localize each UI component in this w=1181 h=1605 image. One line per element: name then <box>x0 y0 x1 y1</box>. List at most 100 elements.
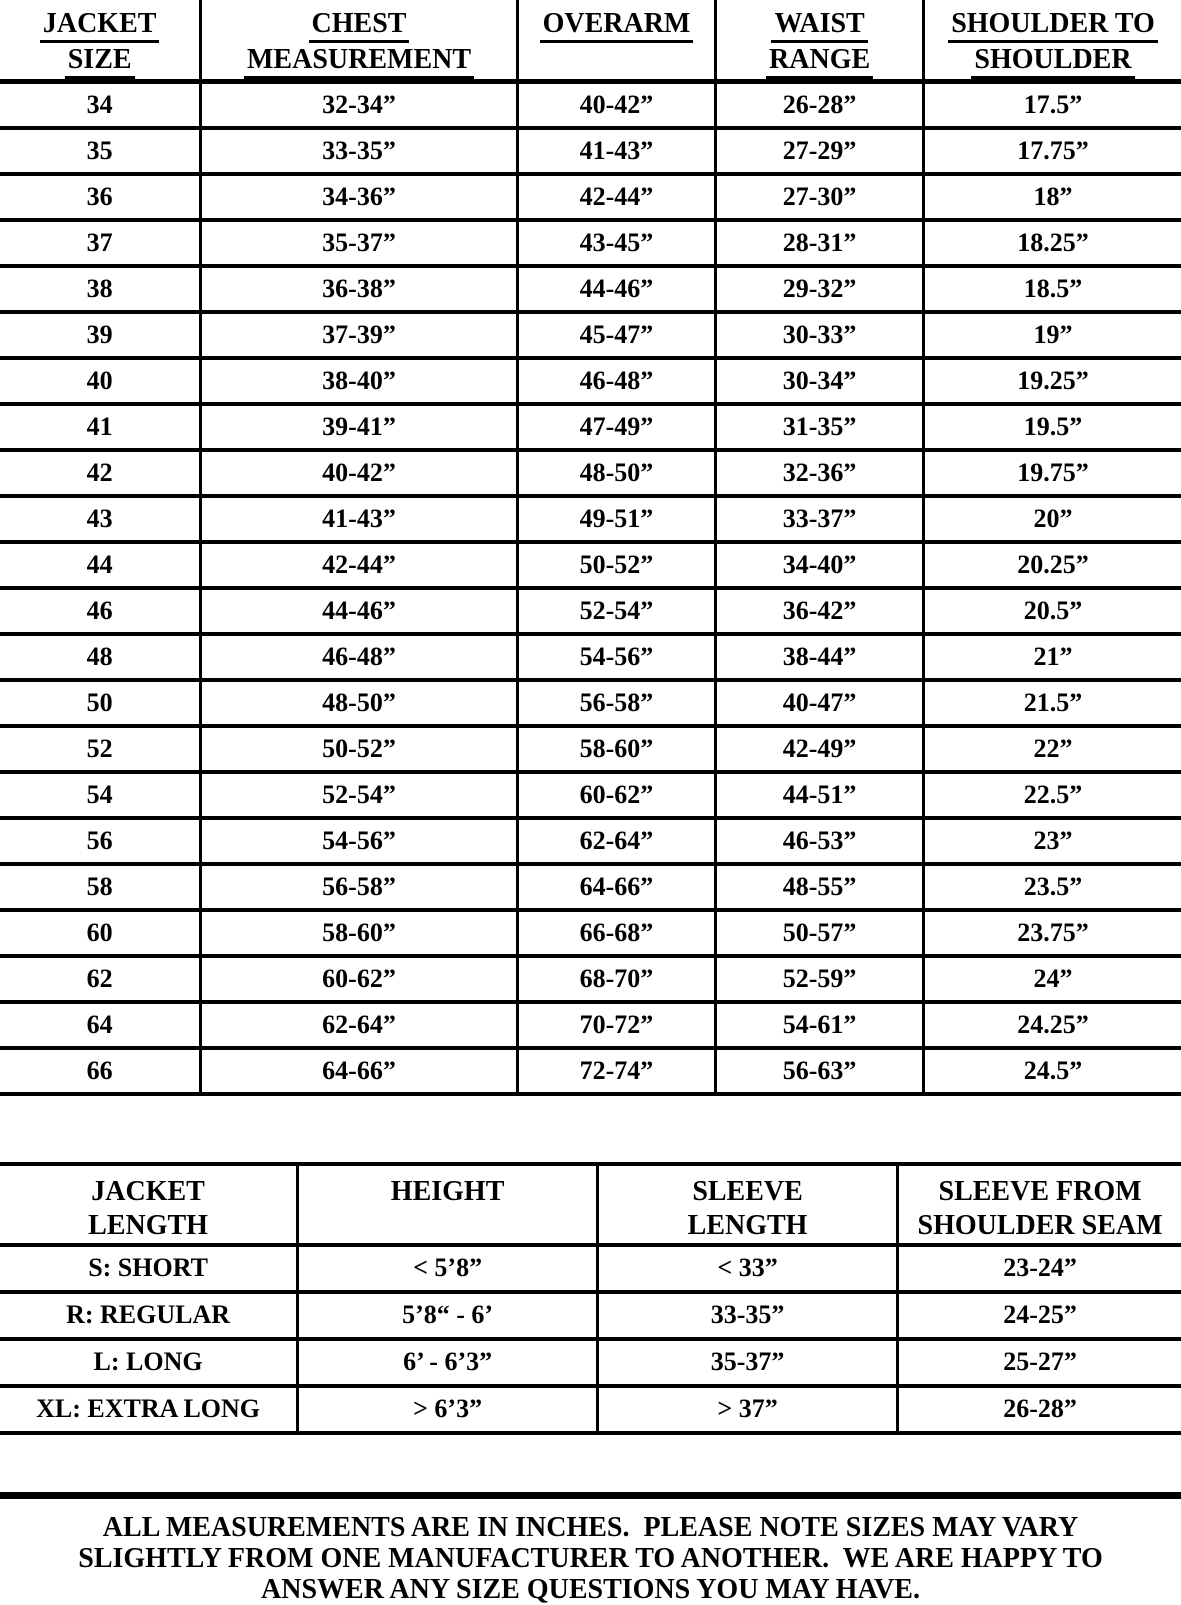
header-label: JACKET <box>39 9 160 43</box>
length-table-row: XL: EXTRA LONG > 6’3” > 37” 26-28” <box>0 1385 1181 1435</box>
size-table-row: 42 40-42” 48-50” 32-36” 19.75” <box>0 449 1181 498</box>
cell-shoulder-to-shoulder: 17.5” <box>922 81 1181 130</box>
cell-chest-measurement: 32-34” <box>199 81 518 130</box>
size-table-row: 64 62-64” 70-72” 54-61” 24.25” <box>0 1001 1181 1050</box>
cell-shoulder-to-shoulder: 19.25” <box>922 357 1181 406</box>
header-line: SHOULDER TO <box>927 7 1181 43</box>
cell-chest-measurement: 37-39” <box>199 311 518 360</box>
cell-waist-range: 42-49” <box>714 725 924 774</box>
cell-overarm: 58-60” <box>515 725 716 774</box>
cell-jacket-length: XL: EXTRA LONG <box>0 1385 298 1435</box>
cell-overarm: 70-72” <box>515 1001 716 1050</box>
cell-waist-range: 27-29” <box>714 127 924 176</box>
col-header-shoulder-to-shoulder: SHOULDER TO SHOULDER <box>922 0 1181 84</box>
cell-jacket-size: 44 <box>0 541 201 590</box>
header-line: OVERARM <box>520 7 714 43</box>
spacer <box>0 1096 1181 1162</box>
cell-shoulder-to-shoulder: 19” <box>922 311 1181 360</box>
cell-jacket-size: 50 <box>0 679 201 728</box>
header-line: SIZE <box>0 43 199 77</box>
cell-jacket-size: 41 <box>0 403 201 452</box>
header-line: HEIGHT <box>390 1175 505 1207</box>
cell-height: > 6’3” <box>296 1385 598 1435</box>
size-table-row: 40 38-40” 46-48” 30-34” 19.25” <box>0 357 1181 406</box>
header-line: SHOULDER SEAM <box>917 1209 1163 1241</box>
cell-sleeve-from-shoulder-seam: 26-28” <box>896 1385 1181 1435</box>
header-line: SHOULDER <box>927 43 1181 77</box>
cell-jacket-size: 35 <box>0 127 201 176</box>
size-table-row: 46 44-46” 52-54” 36-42” 20.5” <box>0 587 1181 636</box>
cell-chest-measurement: 44-46” <box>199 587 518 636</box>
col-header-overarm: OVERARM <box>515 0 716 84</box>
cell-sleeve-from-shoulder-seam: 23-24” <box>896 1244 1181 1294</box>
header-label: SHOULDER TO <box>948 9 1158 43</box>
cell-shoulder-to-shoulder: 19.5” <box>922 403 1181 452</box>
cell-shoulder-to-shoulder: 20” <box>922 495 1181 544</box>
cell-jacket-size: 46 <box>0 587 201 636</box>
cell-chest-measurement: 48-50” <box>199 679 518 728</box>
cell-sleeve-length: < 33” <box>596 1244 898 1294</box>
cell-shoulder-to-shoulder: 22” <box>922 725 1181 774</box>
header-line: RANGE <box>719 43 922 77</box>
cell-overarm: 40-42” <box>515 81 716 130</box>
cell-height: < 5’8” <box>296 1244 598 1294</box>
cell-shoulder-to-shoulder: 20.5” <box>922 587 1181 636</box>
header-label: SHOULDER <box>971 45 1135 77</box>
cell-waist-range: 48-55” <box>714 863 924 912</box>
size-table-row: 56 54-56” 62-64” 46-53” 23” <box>0 817 1181 866</box>
cell-overarm: 45-47” <box>515 311 716 360</box>
cell-waist-range: 30-34” <box>714 357 924 406</box>
cell-chest-measurement: 46-48” <box>199 633 518 682</box>
cell-waist-range: 36-42” <box>714 587 924 636</box>
header-label: RANGE <box>766 45 874 77</box>
cell-jacket-size: 40 <box>0 357 201 406</box>
cell-overarm: 52-54” <box>515 587 716 636</box>
size-table-row: 44 42-44” 50-52” 34-40” 20.25” <box>0 541 1181 590</box>
cell-overarm: 72-74” <box>515 1047 716 1096</box>
cell-jacket-size: 64 <box>0 1001 201 1050</box>
cell-jacket-size: 66 <box>0 1047 201 1096</box>
cell-sleeve-length: 35-37” <box>596 1338 898 1388</box>
cell-shoulder-to-shoulder: 20.25” <box>922 541 1181 590</box>
jacket-size-table-body: 34 32-34” 40-42” 26-28” 17.5” 35 33-35” … <box>0 81 1181 1096</box>
cell-height: 6’ - 6’3” <box>296 1338 598 1388</box>
cell-overarm: 47-49” <box>515 403 716 452</box>
header-label: CHEST <box>308 9 410 43</box>
cell-shoulder-to-shoulder: 21” <box>922 633 1181 682</box>
cell-waist-range: 33-37” <box>714 495 924 544</box>
cell-shoulder-to-shoulder: 23” <box>922 817 1181 866</box>
cell-jacket-size: 62 <box>0 955 201 1004</box>
cell-waist-range: 30-33” <box>714 311 924 360</box>
cell-shoulder-to-shoulder: 23.75” <box>922 909 1181 958</box>
cell-overarm: 44-46” <box>515 265 716 314</box>
cell-chest-measurement: 58-60” <box>199 909 518 958</box>
header-line: MEASUREMENT <box>204 43 516 77</box>
cell-chest-measurement: 38-40” <box>199 357 518 406</box>
header-row: JACKET LENGTH HEIGHT SLEEVE LENGTH SLEEV… <box>0 1163 1181 1247</box>
header-line: SLEEVE <box>692 1175 803 1207</box>
cell-jacket-length: L: LONG <box>0 1338 298 1388</box>
size-table-row: 39 37-39” 45-47” 30-33” 19” <box>0 311 1181 360</box>
header-label: SIZE <box>64 45 135 77</box>
cell-jacket-size: 39 <box>0 311 201 360</box>
size-table-row: 52 50-52” 58-60” 42-49” 22” <box>0 725 1181 774</box>
header-line: JACKET <box>0 7 199 43</box>
header-label: WAIST <box>771 9 868 43</box>
header-line: CHEST <box>204 7 516 43</box>
size-table-row: 37 35-37” 43-45” 28-31” 18.25” <box>0 219 1181 268</box>
cell-jacket-size: 60 <box>0 909 201 958</box>
cell-jacket-size: 48 <box>0 633 201 682</box>
cell-chest-measurement: 56-58” <box>199 863 518 912</box>
cell-jacket-length: S: SHORT <box>0 1244 298 1294</box>
cell-waist-range: 31-35” <box>714 403 924 452</box>
cell-chest-measurement: 62-64” <box>199 1001 518 1050</box>
size-table-row: 54 52-54” 60-62” 44-51” 22.5” <box>0 771 1181 820</box>
size-table-row: 43 41-43” 49-51” 33-37” 20” <box>0 495 1181 544</box>
header-line: SLEEVE FROM <box>938 1175 1142 1207</box>
cell-sleeve-from-shoulder-seam: 24-25” <box>896 1291 1181 1341</box>
cell-chest-measurement: 64-66” <box>199 1047 518 1096</box>
cell-chest-measurement: 54-56” <box>199 817 518 866</box>
header-line: JACKET <box>91 1175 205 1207</box>
cell-shoulder-to-shoulder: 21.5” <box>922 679 1181 728</box>
cell-waist-range: 38-44” <box>714 633 924 682</box>
